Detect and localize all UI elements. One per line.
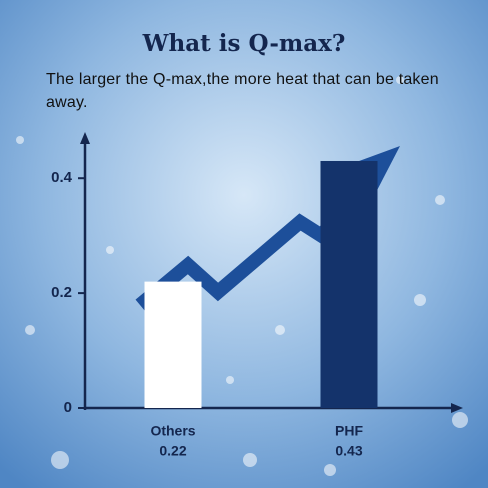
subtitle: The larger the Q-max,the more heat that … bbox=[46, 71, 439, 111]
y-tick-label: 0 bbox=[64, 399, 72, 416]
snow bbox=[16, 76, 468, 476]
y-axis-arrow bbox=[80, 132, 90, 144]
value-label: 0.22 bbox=[159, 443, 186, 459]
value-label: 0.43 bbox=[335, 443, 362, 459]
bar bbox=[144, 281, 202, 408]
bar bbox=[320, 160, 378, 408]
x-tick-label: Others bbox=[150, 423, 195, 439]
x-axis-arrow bbox=[451, 403, 463, 413]
y-tick-label: 0.4 bbox=[51, 169, 73, 186]
title: What is Q-max? bbox=[142, 30, 346, 57]
x-tick-label: PHF bbox=[335, 423, 363, 439]
y-tick-label: 0.2 bbox=[51, 284, 72, 301]
